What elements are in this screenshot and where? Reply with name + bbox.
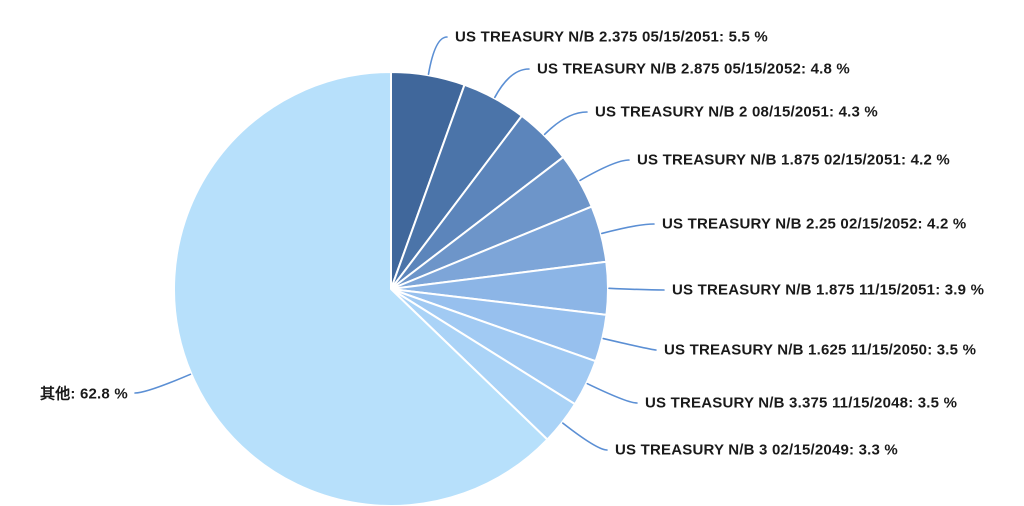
slice-label: US TREASURY N/B 2.25 02/15/2052: 4.2 % (662, 215, 967, 233)
slice-label: 其他: 62.8 % (40, 385, 128, 403)
leader-line (562, 422, 608, 451)
leader-line (543, 111, 588, 136)
slice-label: US TREASURY N/B 1.875 02/15/2051: 4.2 % (637, 151, 950, 169)
slice-label: US TREASURY N/B 3 02/15/2049: 3.3 % (615, 441, 898, 459)
slice-label: US TREASURY N/B 2.375 05/15/2051: 5.5 % (455, 28, 768, 46)
leader-line (586, 382, 638, 404)
leader-line (601, 223, 655, 235)
leader-line (579, 159, 630, 182)
slice-label: US TREASURY N/B 2.875 05/15/2052: 4.8 % (537, 60, 850, 78)
leader-line (608, 287, 665, 291)
slice-label: US TREASURY N/B 1.625 11/15/2050: 3.5 % (664, 341, 977, 359)
slice-label: US TREASURY N/B 3.375 11/15/2048: 3.5 % (645, 394, 958, 412)
leader-line (427, 36, 448, 76)
slice-label: US TREASURY N/B 1.875 11/15/2051: 3.9 % (672, 281, 985, 299)
leader-line (134, 373, 192, 394)
leader-line (602, 337, 657, 351)
pie-slice[interactable] (173, 71, 549, 506)
leader-line (494, 68, 530, 99)
slice-label: US TREASURY N/B 2 08/15/2051: 4.3 % (595, 103, 878, 121)
